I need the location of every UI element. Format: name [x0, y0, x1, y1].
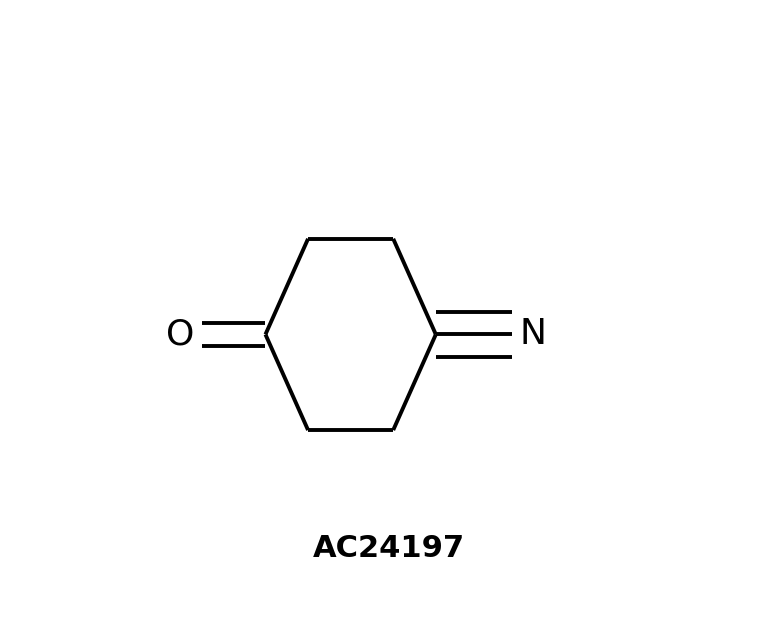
Text: AC24197: AC24197	[312, 534, 465, 563]
Text: O: O	[166, 317, 195, 351]
Text: N: N	[519, 317, 546, 351]
